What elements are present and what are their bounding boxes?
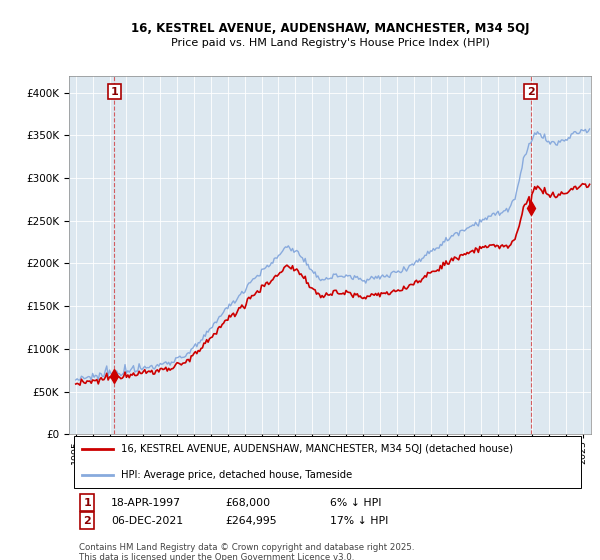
Text: 6% ↓ HPI: 6% ↓ HPI bbox=[330, 498, 382, 507]
Text: 1: 1 bbox=[83, 498, 91, 507]
Text: 06-DEC-2021: 06-DEC-2021 bbox=[111, 516, 183, 526]
Text: 17% ↓ HPI: 17% ↓ HPI bbox=[330, 516, 388, 526]
Text: 2: 2 bbox=[83, 516, 91, 526]
Text: £264,995: £264,995 bbox=[226, 516, 277, 526]
Text: Contains HM Land Registry data © Crown copyright and database right 2025.
This d: Contains HM Land Registry data © Crown c… bbox=[79, 543, 415, 560]
Text: £68,000: £68,000 bbox=[226, 498, 271, 507]
FancyBboxPatch shape bbox=[74, 436, 581, 488]
Text: 16, KESTREL AVENUE, AUDENSHAW, MANCHESTER, M34 5QJ: 16, KESTREL AVENUE, AUDENSHAW, MANCHESTE… bbox=[131, 22, 529, 35]
Text: 18-APR-1997: 18-APR-1997 bbox=[111, 498, 181, 507]
Text: 16, KESTREL AVENUE, AUDENSHAW, MANCHESTER, M34 5QJ (detached house): 16, KESTREL AVENUE, AUDENSHAW, MANCHESTE… bbox=[121, 444, 513, 454]
Text: Price paid vs. HM Land Registry's House Price Index (HPI): Price paid vs. HM Land Registry's House … bbox=[170, 38, 490, 48]
Text: 2: 2 bbox=[527, 87, 535, 97]
Text: 1: 1 bbox=[110, 87, 118, 97]
Text: HPI: Average price, detached house, Tameside: HPI: Average price, detached house, Tame… bbox=[121, 470, 352, 480]
